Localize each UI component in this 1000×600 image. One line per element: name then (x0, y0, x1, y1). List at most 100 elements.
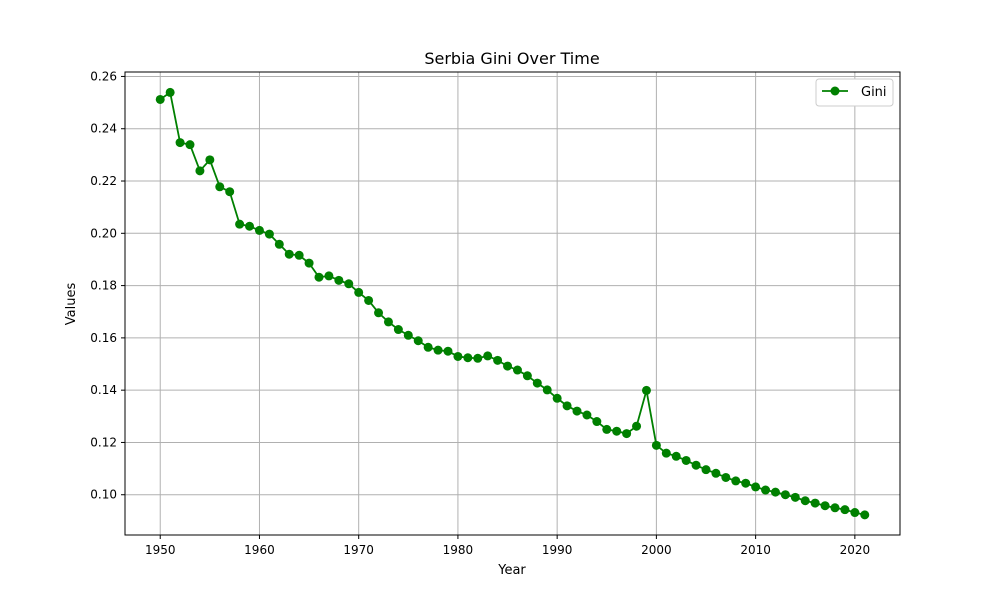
data-point (602, 424, 612, 434)
y-tick-label: 0.20 (90, 226, 117, 240)
data-point (324, 271, 334, 281)
data-point (790, 492, 800, 502)
data-point (840, 505, 850, 515)
data-point (850, 508, 860, 518)
data-point (562, 401, 572, 411)
y-tick-label: 0.16 (90, 331, 117, 345)
y-tick-label: 0.12 (90, 435, 117, 449)
data-point (820, 501, 830, 511)
y-tick-label: 0.18 (90, 279, 117, 293)
data-point (175, 138, 185, 148)
data-point (780, 490, 790, 500)
data-point (354, 287, 364, 297)
x-tick-label: 2000 (641, 543, 672, 557)
axis-ticks: 1950 1960 1970 1980 1990 2000 2010 2020 0.10 0.12… (90, 69, 870, 557)
data-point (383, 317, 393, 327)
data-point (165, 87, 175, 97)
data-point (711, 468, 721, 478)
data-point (314, 272, 324, 282)
data-point (294, 250, 304, 260)
legend-box (815, 78, 894, 107)
legend-label-gini: Gini (861, 85, 887, 100)
data-point (264, 229, 274, 239)
data-point (731, 476, 741, 486)
legend-marker (830, 86, 840, 96)
data-point (215, 182, 225, 192)
data-point (661, 448, 671, 458)
data-point (622, 429, 632, 439)
grid (125, 72, 900, 535)
data-point (443, 346, 453, 356)
x-tick-label: 2020 (840, 543, 871, 557)
data-point (800, 496, 810, 506)
y-tick-label: 0.26 (90, 69, 117, 83)
data-point (423, 342, 433, 352)
data-point (374, 308, 384, 318)
data-point (751, 482, 761, 492)
data-point (641, 385, 651, 395)
data-point (532, 378, 542, 388)
data-point (463, 353, 473, 363)
data-point (235, 219, 245, 229)
data-point (473, 353, 483, 363)
data-point (274, 239, 284, 249)
data-point (552, 393, 562, 403)
data-point (701, 465, 711, 475)
data-point (542, 385, 552, 395)
data-point (225, 187, 235, 197)
data-point (681, 455, 691, 465)
chart-title: Serbia Gini Over Time (424, 49, 599, 68)
plot-area (124, 71, 901, 536)
y-axis-title: Values (64, 283, 79, 326)
x-axis-title: Year (497, 563, 526, 578)
x-tick-label: 1970 (343, 543, 374, 557)
x-tick-label: 1980 (443, 543, 474, 557)
data-point (413, 336, 423, 346)
data-point (741, 478, 751, 488)
data-point (364, 295, 374, 305)
y-tick-label: 0.24 (90, 122, 117, 136)
data-point (393, 325, 403, 335)
data-point (433, 345, 443, 355)
data-point (453, 351, 463, 361)
data-point (860, 510, 870, 520)
x-tick-label: 2010 (740, 543, 771, 557)
x-tick-label: 1960 (244, 543, 275, 557)
data-point (493, 355, 503, 365)
x-tick-label: 1990 (542, 543, 573, 557)
data-point (344, 279, 354, 289)
data-point (304, 258, 314, 268)
data-point (284, 249, 294, 259)
data-point (205, 155, 215, 165)
data-point (651, 440, 661, 450)
series-layer (155, 87, 870, 520)
data-point (632, 421, 642, 431)
legend: Gini (815, 78, 894, 107)
data-point (612, 426, 622, 436)
data-point (403, 330, 413, 340)
data-point (195, 166, 205, 176)
data-point (503, 361, 513, 371)
x-tick-label: 1950 (145, 543, 176, 557)
data-point (185, 140, 195, 150)
data-point (483, 351, 493, 361)
data-point (155, 94, 165, 104)
data-point (770, 487, 780, 497)
data-point (761, 485, 771, 495)
data-point (691, 460, 701, 470)
y-tick-label: 0.22 (90, 174, 117, 188)
data-point (254, 225, 264, 235)
data-point (810, 498, 820, 508)
data-point (830, 503, 840, 513)
data-point (671, 451, 681, 461)
data-point (334, 275, 344, 285)
data-point (572, 406, 582, 416)
data-point (512, 365, 522, 375)
data-point (582, 410, 592, 420)
y-tick-label: 0.10 (90, 488, 117, 502)
data-point (245, 221, 255, 231)
y-tick-label: 0.14 (90, 383, 117, 397)
data-point (721, 472, 731, 482)
data-point (592, 417, 602, 427)
